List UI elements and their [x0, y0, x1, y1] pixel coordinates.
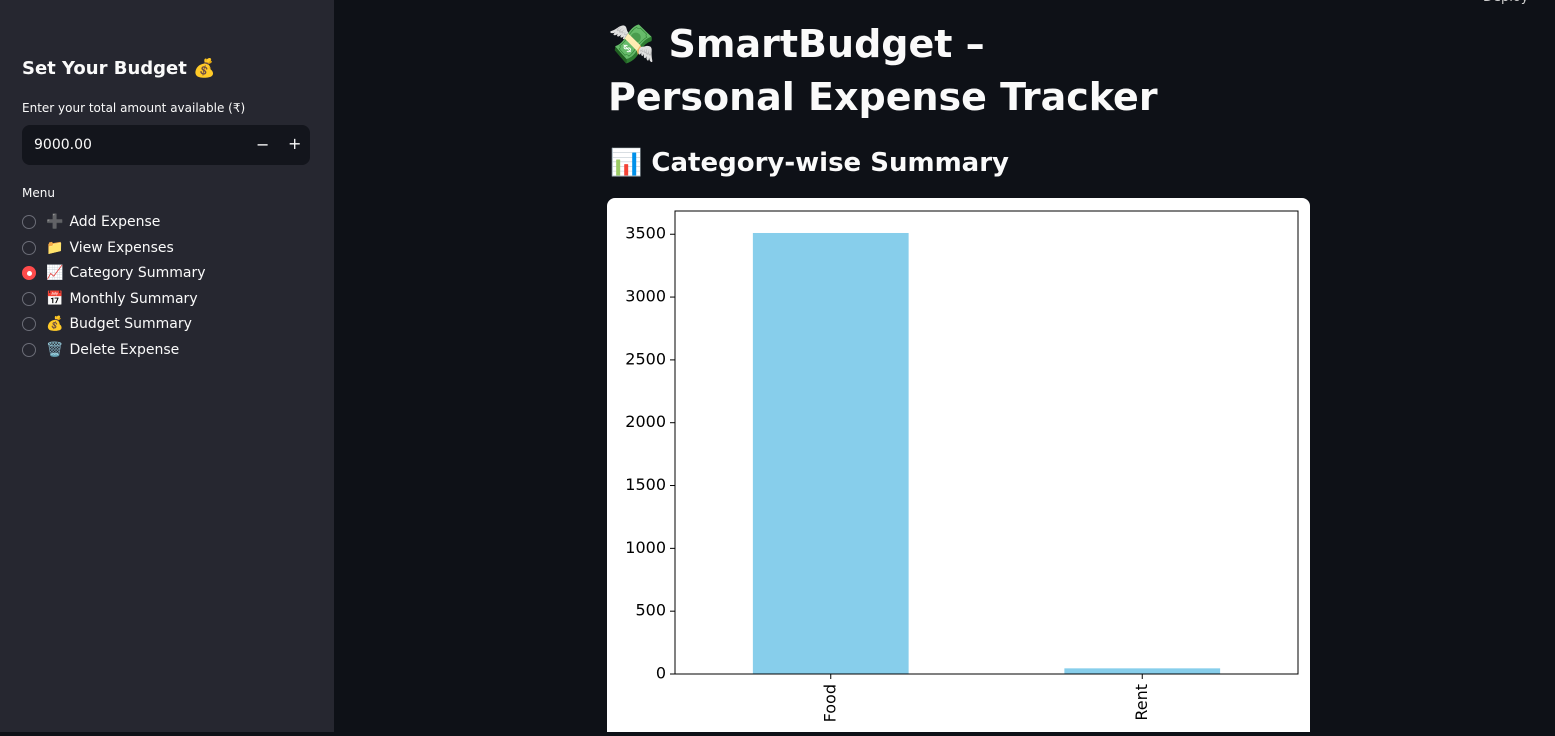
- y-tick-label: 0: [656, 664, 666, 683]
- sidebar-title: Set Your Budget 💰: [22, 58, 216, 79]
- menu-icon: 📈: [46, 265, 64, 282]
- menu-label: Menu: [22, 186, 55, 200]
- radio[interactable]: [22, 240, 36, 255]
- y-tick-label: 3500: [625, 224, 666, 243]
- menu-item[interactable]: 📁 View Expenses: [22, 237, 174, 259]
- y-tick-label: 1000: [625, 538, 666, 557]
- bar: [752, 232, 909, 674]
- radio[interactable]: [22, 317, 36, 332]
- y-tick-label: 1500: [625, 475, 666, 494]
- radio[interactable]: [22, 291, 36, 306]
- input-label: Enter your total amount available (₹): [22, 101, 246, 115]
- radio[interactable]: [22, 343, 36, 357]
- decrement-button[interactable]: −: [256, 135, 270, 154]
- deploy-button[interactable]: Deploy: [1483, 0, 1529, 5]
- radio[interactable]: [22, 215, 36, 229]
- menu-item[interactable]: 📈 Category Summary: [22, 262, 206, 284]
- y-tick-label: 2500: [625, 349, 666, 368]
- section-title: 📊 Category-wise Summary: [610, 148, 1009, 178]
- menu-label[interactable]: View Expenses: [69, 239, 174, 256]
- chart-card: 0 500 1000 1500 2000 2500 3000 3500 Food Rent: [607, 198, 1310, 732]
- y-tick-label: 2000: [625, 412, 666, 431]
- x-tick-label: Food: [820, 684, 839, 722]
- menu-label[interactable]: Budget Summary: [69, 316, 192, 333]
- number-input[interactable]: 9000.00 − +: [22, 125, 310, 165]
- menu-item[interactable]: 📅 Monthly Summary: [22, 288, 198, 310]
- menu-item[interactable]: ➕ Add Expense: [22, 211, 160, 233]
- y-tick-label: 3000: [625, 287, 666, 306]
- sidebar: Set Your Budget 💰 Enter your total amoun…: [0, 0, 334, 732]
- menu-item[interactable]: 🗑️ Delete Expense: [22, 339, 179, 361]
- menu-icon: 📅: [46, 290, 64, 307]
- menu-icon: 📁: [46, 239, 64, 256]
- menu-label[interactable]: Monthly Summary: [69, 290, 198, 307]
- y-tick-label: 500: [635, 601, 666, 620]
- x-tick-label: Rent: [1132, 684, 1151, 721]
- menu-label[interactable]: Category Summary: [69, 265, 206, 282]
- menu-label[interactable]: Delete Expense: [69, 342, 180, 358]
- radio[interactable]: [22, 266, 36, 281]
- bar: [1064, 668, 1221, 674]
- menu-icon: 💰: [46, 316, 64, 333]
- chart: 0 500 1000 1500 2000 2500 3000 3500 Food Rent: [625, 210, 1299, 722]
- increment-button[interactable]: +: [288, 134, 302, 153]
- menu-item[interactable]: 💰 Budget Summary: [22, 313, 192, 335]
- input-value[interactable]: 9000.00: [34, 137, 92, 153]
- axes-frame: [674, 210, 1299, 675]
- menu-label[interactable]: Add Expense: [69, 214, 161, 230]
- menu-icon: ➕: [46, 214, 64, 230]
- menu-icon: 🗑️: [46, 342, 64, 358]
- page-title: 💸 SmartBudget – Personal Expense Tracker: [608, 22, 1158, 119]
